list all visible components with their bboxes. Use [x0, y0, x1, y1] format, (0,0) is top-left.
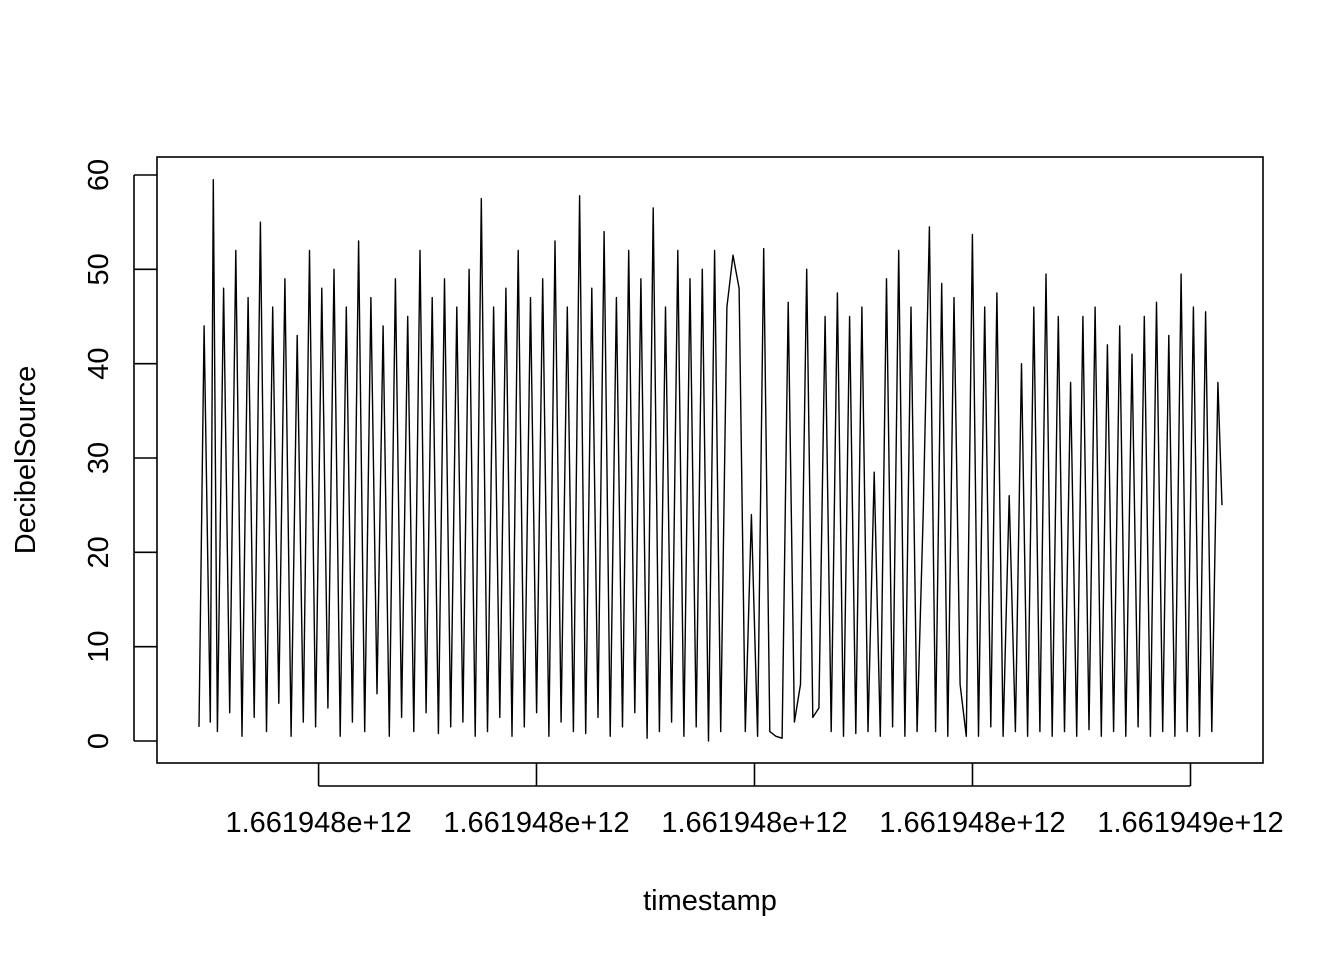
- series-layer: [198, 178, 1223, 742]
- series-line-0: [198, 178, 1223, 742]
- y-tick-label: 20: [83, 536, 115, 568]
- x-tick-label: 1.661948e+12: [879, 807, 1065, 839]
- y-tick-label: 60: [83, 159, 115, 191]
- x-axis-title: timestamp: [643, 885, 777, 917]
- x-tick-label: 1.661949e+12: [1097, 807, 1283, 839]
- y-axis: 0 10 20 30 40 50 60: [83, 159, 157, 749]
- y-axis-title: DecibelSource: [10, 366, 42, 555]
- x-tick-label: 1.661948e+12: [661, 807, 847, 839]
- y-tick-label: 40: [83, 348, 115, 380]
- plot-frame: [156, 156, 1264, 764]
- y-tick-label: 0: [83, 733, 115, 749]
- y-tick-label: 50: [83, 253, 115, 285]
- y-tick-label: 10: [83, 631, 115, 663]
- y-tick-label: 30: [83, 442, 115, 474]
- x-axis: 1.661948e+12 1.661948e+12 1.661948e+12 1.66…: [225, 763, 1284, 839]
- x-tick-label: 1.661948e+12: [443, 807, 629, 839]
- x-tick-label: 1.661948e+12: [225, 807, 411, 839]
